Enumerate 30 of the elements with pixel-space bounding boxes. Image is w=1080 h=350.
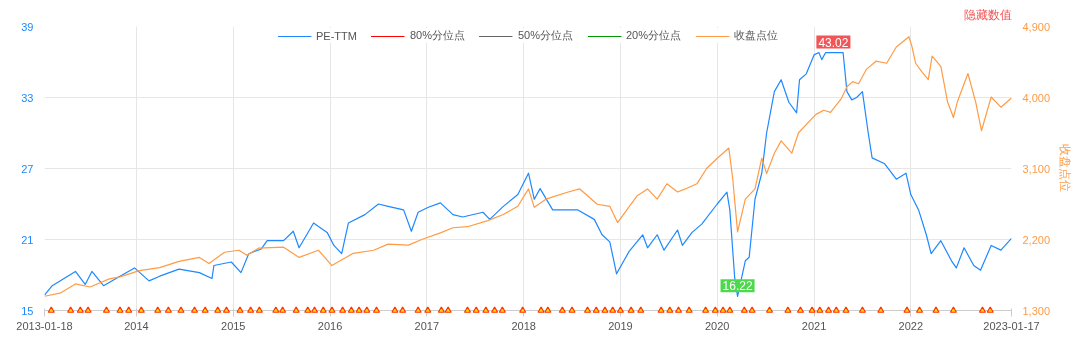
annotation: 16.22: [722, 279, 753, 294]
x-tick-label: 2017: [414, 319, 440, 332]
y-tick-label: 21: [21, 233, 34, 246]
y2-axis-title: 收盘点位: [1058, 144, 1073, 193]
legend-label: PE-TTM: [315, 29, 357, 42]
annotation: 43.02: [818, 35, 849, 50]
legend-label: 收盘点位: [734, 28, 779, 43]
legend-label: 50%分位点: [517, 28, 573, 43]
y2-tick-label: 2,200: [1022, 233, 1051, 246]
y-tick-label: 33: [21, 91, 34, 104]
text: 隐藏数值: [963, 7, 1012, 22]
x-tick-label: 2020: [705, 319, 730, 332]
y2-tick-label: 1,300: [1022, 304, 1051, 317]
legend-label: 80%分位点: [409, 28, 465, 43]
legend-label: 20%分位点: [625, 28, 682, 43]
x-tick-label: 2016: [317, 319, 343, 332]
y2-tick-label: 3,100: [1022, 162, 1051, 175]
x-tick-label: 2014: [124, 319, 149, 332]
x-tick-label: 2023-01-17: [983, 319, 1040, 332]
x-tick-label: 2013-01-18: [16, 319, 73, 332]
y-tick-label: 39: [21, 20, 34, 33]
y-tick-label: 15: [21, 304, 34, 317]
y-tick-label: 27: [21, 162, 34, 175]
x-tick-label: 2015: [221, 319, 246, 332]
x-tick-label: 2022: [898, 319, 924, 332]
x-tick-label: 2021: [801, 319, 827, 332]
y2-tick-label: 4,900: [1022, 20, 1051, 33]
x-tick-label: 2018: [511, 319, 536, 332]
y2-tick-label: 4,000: [1022, 91, 1051, 104]
x-tick-label: 2019: [608, 319, 633, 332]
